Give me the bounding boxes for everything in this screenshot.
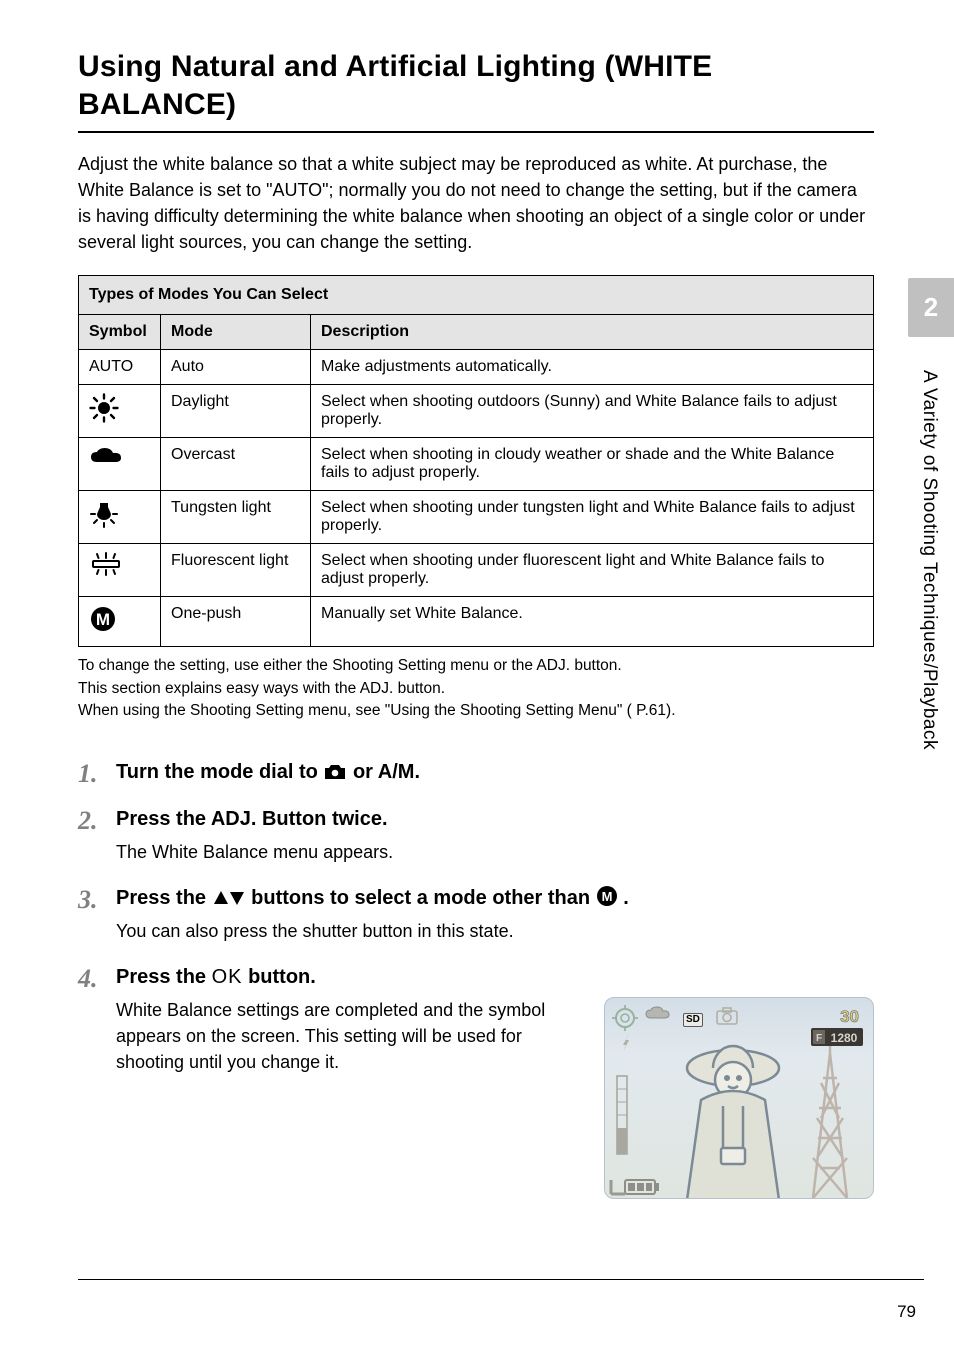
step-body: White Balance settings are completed and… xyxy=(116,997,586,1075)
svg-text:F: F xyxy=(816,1033,822,1044)
table-row: Tungsten light Select when shooting unde… xyxy=(79,491,874,544)
desc-cell: Select when shooting under fluorescent l… xyxy=(311,544,874,597)
desc-cell: Make adjustments automatically. xyxy=(311,350,874,385)
step-body: You can also press the shutter button in… xyxy=(116,918,874,944)
col-mode: Mode xyxy=(161,315,311,350)
symbol-cell xyxy=(79,491,161,544)
step-title-text: buttons to select a mode other than xyxy=(251,887,595,909)
table-row: Fluorescent light Select when shooting u… xyxy=(79,544,874,597)
symbol-cell: AUTO xyxy=(79,350,161,385)
mode-cell: One-push xyxy=(161,597,311,647)
step-title-text: . xyxy=(623,887,629,909)
footer-rule xyxy=(78,1279,924,1280)
step-1: Turn the mode dial to or A/M. xyxy=(78,759,874,786)
step-title: Press the OK button. xyxy=(116,964,874,991)
m-circle-icon: M xyxy=(596,885,618,907)
modes-table: Types of Modes You Can Select Symbol Mod… xyxy=(78,275,874,647)
desc-cell: Select when shooting in cloudy weather o… xyxy=(311,438,874,491)
step-4: Press the OK button. White Balance setti… xyxy=(78,964,874,1199)
note-line: When using the Shooting Setting menu, se… xyxy=(78,700,874,722)
svg-text:M: M xyxy=(601,889,612,904)
desc-cell: Select when shooting outdoors (Sunny) an… xyxy=(311,385,874,438)
col-symbol: Symbol xyxy=(79,315,161,350)
step-title: Press the buttons to select a mode other… xyxy=(116,885,874,912)
frame-count: 30 xyxy=(840,1007,859,1026)
step-title-text: button. xyxy=(248,966,316,988)
symbol-cell xyxy=(79,544,161,597)
mode-cell: Daylight xyxy=(161,385,311,438)
step-3: Press the buttons to select a mode other… xyxy=(78,885,874,944)
mode-cell: Fluorescent light xyxy=(161,544,311,597)
mode-cell: Overcast xyxy=(161,438,311,491)
steps-list: Turn the mode dial to or A/M. Press the … xyxy=(78,759,874,1199)
overcast-icon xyxy=(89,446,123,466)
updown-icon xyxy=(212,889,246,907)
chapter-number: 2 xyxy=(908,278,954,337)
side-label: A Variety of Shooting Techniques/Playbac… xyxy=(918,370,940,750)
step-title-text: Press the ADJ. Button twice. xyxy=(116,808,388,830)
step-2: Press the ADJ. Button twice. The White B… xyxy=(78,806,874,865)
step-title-text: Press the xyxy=(116,966,212,988)
note-line: To change the setting, use either the Sh… xyxy=(78,655,874,677)
auto-text: AUTO xyxy=(89,358,133,375)
svg-text:1280: 1280 xyxy=(831,1031,858,1045)
symbol-cell: M xyxy=(79,597,161,647)
step-title: Press the ADJ. Button twice. xyxy=(116,806,874,833)
fluorescent-icon xyxy=(89,552,123,576)
symbol-cell xyxy=(79,385,161,438)
table-row: AUTO Auto Make adjustments automatically… xyxy=(79,350,874,385)
desc-cell: Manually set White Balance. xyxy=(311,597,874,647)
page-title: Using Natural and Artificial Lighting (W… xyxy=(78,48,874,123)
lcd-preview: SD 30 F 1280 xyxy=(604,997,874,1199)
table-row: Daylight Select when shooting outdoors (… xyxy=(79,385,874,438)
mode-cell: Tungsten light xyxy=(161,491,311,544)
page-number: 79 xyxy=(897,1302,916,1322)
table-row: Overcast Select when shooting in cloudy … xyxy=(79,438,874,491)
camera-icon xyxy=(323,763,347,781)
table-header-row: Symbol Mode Description xyxy=(79,315,874,350)
daylight-icon xyxy=(89,393,119,423)
side-tab: 2 A Variety of Shooting Techniques/Playb… xyxy=(946,282,954,922)
intro-paragraph: Adjust the white balance so that a white… xyxy=(78,151,874,255)
ok-icon: OK xyxy=(212,966,243,988)
step-title-text: Turn the mode dial to xyxy=(116,761,323,783)
note-line: This section explains easy ways with the… xyxy=(78,678,874,700)
step-title: Turn the mode dial to or A/M. xyxy=(116,759,874,786)
step-body: The White Balance menu appears. xyxy=(116,839,874,865)
step-title-text: or A/M. xyxy=(353,761,420,783)
svg-text:M: M xyxy=(96,610,110,629)
mode-cell: Auto xyxy=(161,350,311,385)
col-description: Description xyxy=(311,315,874,350)
preview-illustration: SD 30 F 1280 xyxy=(605,998,874,1199)
onepush-icon: M xyxy=(89,605,117,633)
table-row: M One-push Manually set White Balance. xyxy=(79,597,874,647)
tungsten-icon xyxy=(89,499,119,529)
sd-chip: SD xyxy=(683,1013,703,1027)
title-rule xyxy=(78,131,874,133)
table-title: Types of Modes You Can Select xyxy=(79,276,874,315)
symbol-cell xyxy=(79,438,161,491)
step-title-text: Press the xyxy=(116,887,212,909)
notes-block: To change the setting, use either the Sh… xyxy=(78,655,874,722)
desc-cell: Select when shooting under tungsten ligh… xyxy=(311,491,874,544)
table-title-row: Types of Modes You Can Select xyxy=(79,276,874,315)
